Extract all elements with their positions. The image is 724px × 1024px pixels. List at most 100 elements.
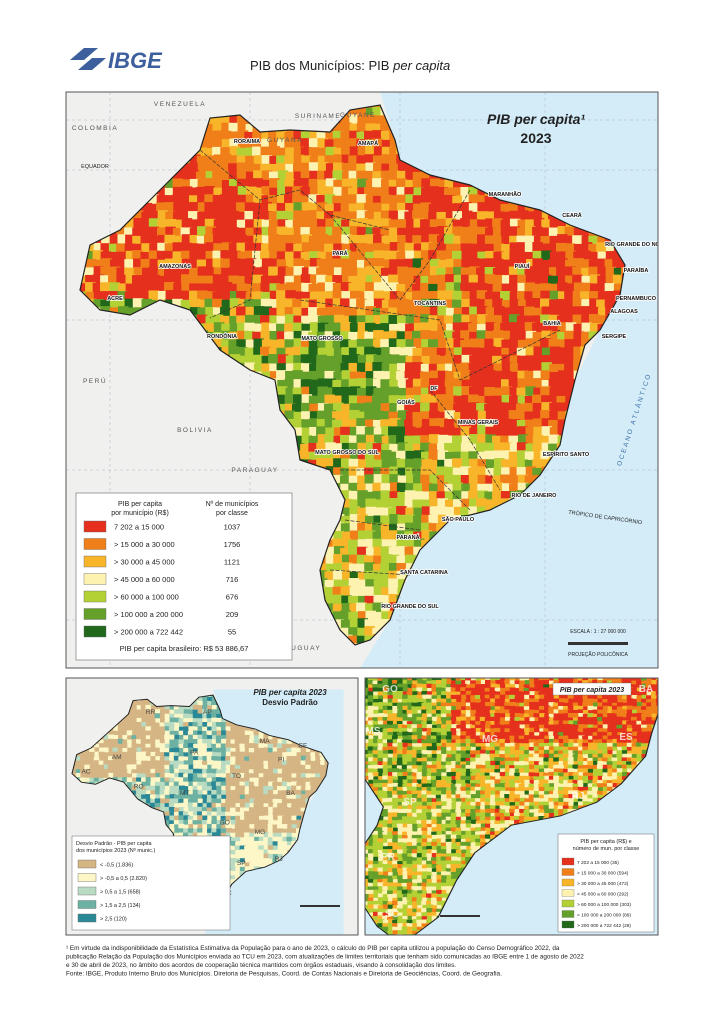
municipality	[380, 267, 392, 279]
municipality	[389, 498, 401, 509]
municipality	[404, 227, 416, 239]
municipality	[149, 258, 160, 270]
municipality	[268, 163, 280, 175]
municipality	[188, 219, 199, 230]
municipality	[181, 163, 192, 174]
municipality	[524, 411, 536, 423]
municipality	[541, 435, 553, 447]
municipality	[373, 586, 385, 597]
municipality	[508, 435, 519, 447]
municipality	[405, 282, 416, 294]
municipality	[220, 147, 231, 158]
municipality	[532, 338, 543, 350]
municipality	[340, 586, 352, 597]
municipality	[236, 227, 247, 239]
municipality	[373, 258, 384, 269]
municipality	[333, 427, 345, 438]
municipality	[212, 274, 224, 285]
municipality	[357, 611, 369, 622]
municipality	[324, 235, 336, 246]
municipality	[117, 234, 128, 245]
municipality	[397, 419, 408, 431]
municipality	[445, 499, 456, 511]
municipality	[517, 266, 528, 277]
state-border	[329, 189, 471, 301]
municipality	[501, 251, 513, 263]
municipality	[436, 203, 447, 215]
municipality	[405, 539, 417, 550]
municipality	[413, 531, 424, 543]
country-label: BOLIVIA	[177, 427, 213, 434]
municipality	[564, 235, 576, 247]
municipality	[388, 179, 400, 191]
municipality	[349, 290, 361, 302]
municipality	[381, 443, 392, 455]
legend-count: 716	[226, 575, 239, 584]
municipality	[301, 394, 313, 405]
municipality	[237, 275, 248, 287]
municipality	[269, 290, 281, 302]
municipality	[268, 211, 280, 222]
municipality	[172, 298, 183, 310]
municipality	[372, 602, 383, 614]
municipality	[437, 315, 448, 326]
municipality	[412, 258, 424, 269]
legend-swatch	[83, 608, 107, 620]
municipality	[525, 435, 537, 446]
municipality	[284, 227, 295, 239]
municipality	[524, 322, 536, 333]
municipality	[444, 178, 455, 190]
municipality	[389, 482, 401, 493]
municipality	[421, 339, 432, 350]
municipality	[261, 170, 273, 181]
municipality	[501, 442, 513, 453]
state-label: SANTA CATARINA	[400, 570, 448, 576]
municipality	[325, 267, 336, 279]
municipality	[301, 435, 313, 446]
municipality	[548, 227, 560, 239]
municipality	[492, 387, 504, 399]
municipality	[157, 210, 169, 221]
municipality	[293, 130, 304, 142]
municipality	[293, 202, 304, 213]
municipality	[397, 387, 408, 399]
municipality	[357, 267, 368, 279]
municipality	[381, 282, 393, 294]
municipality	[381, 347, 392, 358]
municipality	[397, 234, 408, 246]
municipality	[173, 267, 184, 279]
municipality	[116, 226, 127, 238]
municipality	[405, 355, 417, 367]
municipality	[413, 218, 424, 230]
municipality	[164, 258, 176, 270]
municipality	[85, 243, 97, 255]
municipality	[541, 418, 553, 429]
municipality	[245, 306, 257, 318]
municipality	[533, 370, 544, 382]
municipality	[588, 235, 599, 247]
municipality	[468, 211, 479, 223]
municipality	[420, 426, 432, 437]
municipality	[380, 210, 392, 222]
municipality	[365, 179, 377, 191]
municipality	[396, 570, 408, 582]
municipality	[373, 347, 384, 359]
municipality	[525, 355, 537, 366]
municipality	[509, 218, 521, 230]
municipality	[468, 386, 480, 398]
municipality	[541, 259, 552, 271]
municipality	[421, 355, 432, 367]
municipality	[469, 266, 480, 277]
municipality	[453, 378, 464, 389]
municipality	[333, 619, 344, 630]
municipality	[429, 266, 441, 277]
municipality	[108, 290, 120, 302]
municipality	[389, 443, 400, 455]
municipality	[508, 266, 520, 277]
municipality	[93, 266, 105, 277]
municipality	[404, 211, 415, 223]
municipality	[253, 227, 265, 238]
municipality	[340, 547, 351, 559]
municipality	[341, 562, 353, 573]
municipality	[301, 371, 313, 383]
